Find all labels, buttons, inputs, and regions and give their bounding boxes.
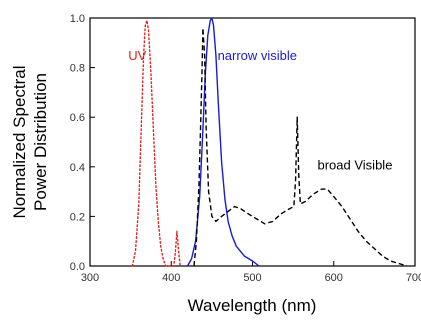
y-tick-label: 0.8 — [70, 63, 85, 75]
y-axis-title-line-2: Power Distribution — [31, 73, 50, 211]
x-tick-label: 400 — [162, 272, 180, 284]
x-axis-title: Wavelength (nm) — [188, 296, 317, 315]
y-axis-title-line-1: Normalized Spectral — [10, 65, 29, 218]
annotations-group: UV narrow visible broad Visible — [128, 48, 392, 172]
axis-ticks: 300 400 500 600 700 0.0 0.2 0.4 0.6 0.8 1.0 — [70, 13, 421, 284]
y-tick-label: 0.2 — [70, 211, 85, 223]
y-tick-label: 1.0 — [70, 13, 85, 25]
y-tick-label: 0.0 — [70, 261, 85, 273]
x-tick-label: 500 — [243, 272, 261, 284]
annotation-label: UV — [128, 48, 146, 63]
x-tick-label: 600 — [325, 272, 343, 284]
y-tick-label: 0.4 — [70, 162, 85, 174]
x-tick-label: 700 — [406, 272, 421, 284]
series-line-0 — [131, 19, 181, 267]
series-group — [131, 17, 408, 267]
series-line-1 — [186, 17, 260, 267]
annotation-label: broad Visible — [318, 157, 393, 172]
y-tick-label: 0.6 — [70, 112, 85, 124]
annotation-label: narrow visible — [218, 48, 297, 63]
x-tick-label: 300 — [81, 272, 99, 284]
series-line-2 — [193, 27, 408, 267]
